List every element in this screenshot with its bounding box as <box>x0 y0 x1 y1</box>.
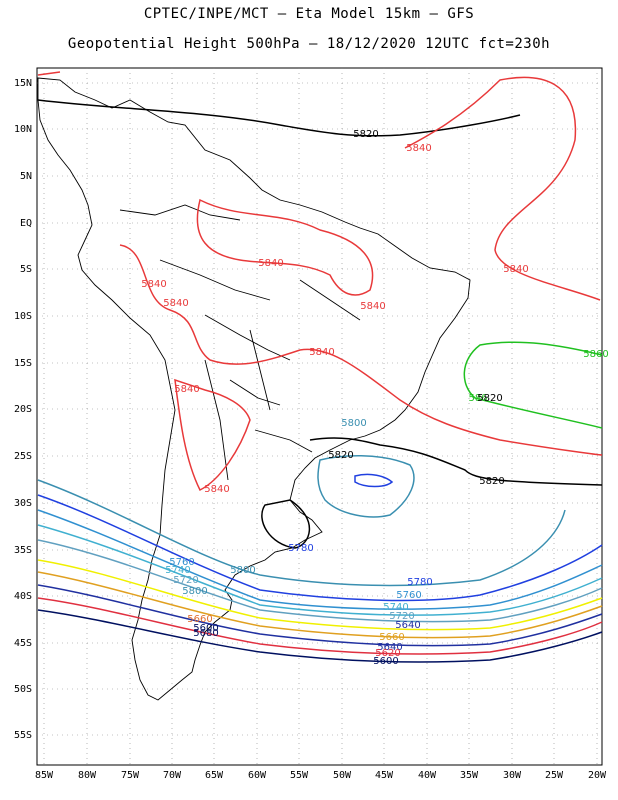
contour-label: 5780 <box>288 543 313 554</box>
lon-label: 70W <box>163 770 182 781</box>
latitude-labels: 15N 10N 5N EQ 5S 10S 15S 20S 25S 30S 35S 40S 45S 50S 5… <box>14 78 32 741</box>
longitude-labels: 85W 80W 75W 70W 65W 60W 55W 50W 45W 40W 35W 30W 25W 2… <box>35 770 607 781</box>
contour-5780 <box>37 494 603 602</box>
lat-label: 10N <box>14 124 32 135</box>
contour-label: 586 <box>468 393 487 404</box>
lat-label: 55S <box>14 730 32 741</box>
contour-5820-south <box>309 437 603 486</box>
contour-labels: 5820 5840 5840 5840 5840 5840 5840 5840 5840 5840… <box>141 129 608 667</box>
lat-label: 20S <box>14 404 32 415</box>
contour-5860 <box>463 341 603 429</box>
contour-label: 5680 <box>193 628 218 639</box>
lon-label: 60W <box>248 770 267 781</box>
lon-label: 80W <box>78 770 97 781</box>
lat-label: 50S <box>14 684 32 695</box>
contour-5840-andes <box>174 378 251 492</box>
lat-label: 35S <box>14 545 32 556</box>
lon-label: 40W <box>418 770 437 781</box>
title-line-1: CPTEC/INPE/MCT – Eta Model 15km – GFS <box>143 6 475 22</box>
contour-5820-north <box>37 99 521 137</box>
contour-5740 <box>37 524 603 616</box>
lat-label: 45S <box>14 638 32 649</box>
contour-label: 5600 <box>373 656 398 667</box>
contour-label: 5760 <box>169 557 194 568</box>
lat-label: 5N <box>20 171 32 182</box>
contour-5720 <box>37 539 603 623</box>
contour-label: 5820 <box>328 450 353 461</box>
contour-5800 <box>37 479 566 587</box>
title-line-2: Geopotential Height 500hPa – 18/12/2020 … <box>67 36 551 52</box>
contour-label: 5720 <box>389 611 414 622</box>
contour-5800-loop <box>317 455 415 518</box>
lat-label: 5S <box>20 264 32 275</box>
lat-label: 15N <box>14 78 32 89</box>
contour-label: 5840 <box>204 484 229 495</box>
contour-label: 5600 <box>193 623 218 634</box>
lon-label: 85W <box>35 770 54 781</box>
contour-label: 5720 <box>173 575 198 586</box>
contour-label: 5620 <box>375 648 400 659</box>
contour-5800-inner <box>354 473 394 488</box>
contour-label: 5660 <box>187 614 212 625</box>
contour-5840-loop <box>196 198 374 296</box>
contour-label: 5640 <box>377 642 402 653</box>
lon-label: 50W <box>333 770 352 781</box>
contour-label: 5760 <box>396 590 421 601</box>
contour-label: 5800 <box>341 418 366 429</box>
contour-label: 5740 <box>383 602 408 613</box>
contour-label: 5840 <box>174 384 199 395</box>
contour-label: 5860 <box>583 349 608 360</box>
lon-label: 55W <box>290 770 309 781</box>
contour-label: 5840 <box>406 143 431 154</box>
contour-label: 5840 <box>360 301 385 312</box>
lat-label: 30S <box>14 498 32 509</box>
country-borders <box>119 204 361 481</box>
contour-5640 <box>37 597 603 655</box>
lat-label: 25S <box>14 451 32 462</box>
contour-label: 5780 <box>407 577 432 588</box>
lon-label: 45W <box>375 770 394 781</box>
contour-5840-amazon <box>119 244 603 456</box>
contour-label: 5820 <box>353 129 378 140</box>
lat-label: EQ <box>20 218 32 229</box>
contour-5660 <box>37 584 603 647</box>
contour-label: 5800 <box>230 565 255 576</box>
lon-label: 75W <box>121 770 140 781</box>
lat-label: 15S <box>14 358 32 369</box>
contour-label: 5640 <box>395 620 420 631</box>
contour-label: 5840 <box>503 264 528 275</box>
contours <box>37 71 603 663</box>
contour-label: 5800 <box>182 586 207 597</box>
contour-5820-loop <box>261 499 311 549</box>
map-frame <box>36 67 603 766</box>
contour-5840-north <box>37 71 601 301</box>
contour-label: 5840 <box>163 298 188 309</box>
contour-label: 5840 <box>309 347 334 358</box>
contour-label: 5840 <box>258 258 283 269</box>
contour-5700 <box>37 559 603 631</box>
contour-label: 5820 <box>477 393 502 404</box>
lon-label: 30W <box>503 770 522 781</box>
contour-5680 <box>37 571 603 639</box>
south-america-coast <box>37 77 471 701</box>
lon-label: 35W <box>460 770 479 781</box>
contour-5760 <box>37 509 603 610</box>
coastline <box>37 77 471 701</box>
contour-label: 5820 <box>479 476 504 487</box>
lon-label: 65W <box>205 770 224 781</box>
contour-label: 5660 <box>379 632 404 643</box>
lat-label: 40S <box>14 591 32 602</box>
lon-label: 20W <box>588 770 607 781</box>
contour-5620 <box>37 609 603 663</box>
contour-label: 5740 <box>165 565 190 576</box>
lon-label: 25W <box>545 770 564 781</box>
lat-label: 10S <box>14 311 32 322</box>
contour-label: 5840 <box>141 279 166 290</box>
